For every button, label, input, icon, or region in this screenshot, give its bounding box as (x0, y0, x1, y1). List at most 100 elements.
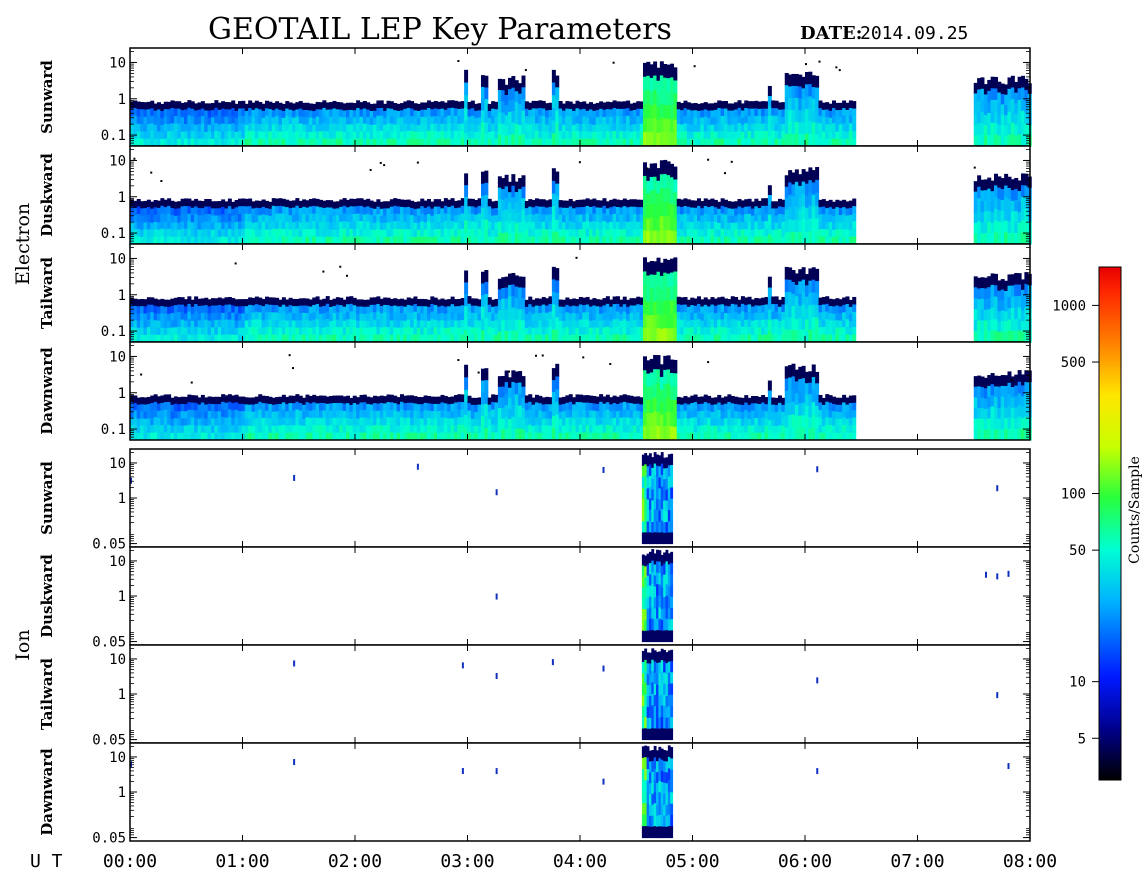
spectrogram-cell (170, 229, 175, 238)
spectrogram-cell (578, 116, 583, 125)
spectrogram-cell (349, 303, 354, 312)
spectrogram-cell (720, 123, 725, 132)
spectrogram-cell (535, 198, 539, 207)
spectrogram-cell (352, 410, 357, 419)
spectrogram-cell (491, 236, 496, 245)
spectrogram-cell (673, 257, 678, 272)
spectrogram-cell (805, 330, 809, 343)
spectrogram-cell (265, 108, 269, 117)
spectrogram-cell (217, 304, 222, 313)
spectrogram-cell (366, 313, 371, 322)
spectrogram-cell (494, 229, 499, 238)
spectrogram-cell (200, 138, 205, 147)
spectrogram-cell (369, 229, 374, 238)
spectrogram-cell (548, 334, 553, 343)
spectrogram-cell (238, 213, 242, 222)
spectrogram-cell (707, 110, 712, 119)
spectrogram-cell (143, 306, 148, 314)
spectrogram-cell (440, 394, 445, 403)
spectrogram-cell (585, 304, 590, 313)
spectrogram-cell (518, 135, 523, 147)
spectrogram-cell (234, 207, 239, 216)
spectrogram-cell (211, 298, 215, 306)
spectrogram-cell (227, 221, 232, 230)
spectrogram-cell (197, 207, 202, 216)
spectrogram-cell (778, 299, 782, 308)
spectrogram-cell (504, 84, 509, 96)
spectrogram-cell (319, 131, 323, 140)
spectrogram-cell (379, 306, 384, 314)
spectrogram-cell (410, 298, 415, 307)
spectrogram-cell (663, 132, 668, 147)
spectrogram-cell (295, 213, 300, 222)
spectrogram-cell (167, 228, 172, 237)
spectrogram-cell (771, 319, 776, 328)
spectrogram-cell (254, 123, 259, 132)
spectrogram-cell (481, 330, 485, 343)
spectrogram-cell (187, 138, 192, 147)
spectrogram-cell (852, 138, 857, 147)
spectrogram-cell (356, 327, 361, 336)
spectrogram-cell (339, 214, 344, 223)
spectrogram-cell (535, 327, 539, 336)
spectrogram-cell (379, 222, 384, 231)
spectrogram-cell (643, 257, 647, 272)
spectrogram-cell (278, 396, 283, 405)
spectrogram-cell (683, 205, 688, 215)
spectrogram-cell (531, 108, 536, 117)
spectrogram-cell (987, 188, 992, 201)
spectrogram-cell (288, 131, 293, 140)
spectrogram-cell (454, 100, 458, 109)
spectrogram-cell (555, 219, 560, 233)
spectrogram-cell (555, 110, 560, 124)
spectrogram-cell (680, 124, 685, 133)
spectrogram-cell (808, 329, 813, 343)
spectrogram-cell (352, 103, 357, 111)
spectrogram-cell (541, 138, 546, 147)
spectrogram-cell (403, 410, 408, 419)
spectrogram-cell (295, 320, 300, 329)
spectrogram-cell (612, 108, 617, 117)
spectrogram-cell (197, 236, 202, 245)
spectrogram-cell (342, 425, 347, 434)
spectrogram-cell (659, 61, 664, 76)
spectrogram-cell (221, 214, 226, 223)
spectrogram-cell (393, 425, 398, 434)
spectrogram-cell (406, 327, 411, 336)
spectrogram-cell (754, 138, 759, 147)
spectrogram-cell (798, 209, 803, 222)
spectrogram-cell (548, 311, 553, 320)
spectrogram-cell (609, 207, 614, 216)
spectrogram-cell (379, 100, 384, 109)
spectrogram-cell (724, 199, 728, 208)
spectrogram-cell (197, 298, 202, 307)
spectrogram-cell (575, 207, 580, 216)
spectrogram-cell (497, 90, 502, 102)
spectrogram-cell (376, 123, 381, 132)
spectrogram-cell (359, 131, 364, 140)
spectrogram-cell (649, 261, 654, 275)
spectrogram-cell (470, 138, 475, 147)
spectrogram-cell (356, 123, 361, 132)
spectrogram-cell (595, 207, 600, 216)
spectrogram-cell (373, 236, 377, 245)
spectrogram-cell (737, 221, 742, 230)
spectrogram-cell (811, 182, 816, 196)
spectrogram-cell (690, 319, 695, 328)
spectrogram-cell (241, 206, 246, 215)
spectrogram-cell (990, 99, 995, 112)
spectrogram-cell (730, 110, 735, 119)
spectrogram-cell (491, 306, 496, 315)
spectrogram-cell (713, 305, 718, 314)
spectrogram-cell (359, 198, 364, 207)
spectrogram-cell (1021, 232, 1025, 245)
spectrogram-cell (774, 296, 779, 305)
spectrogram-cell (501, 233, 506, 245)
spectrogram-cell (744, 123, 749, 132)
spectrogram-cell (619, 327, 624, 336)
spectrogram-cell (562, 229, 566, 238)
spectrogram-cell (754, 228, 759, 237)
spectrogram-cell (359, 228, 364, 237)
isolated-count-point (838, 69, 841, 72)
spectrogram-cell (643, 76, 647, 92)
